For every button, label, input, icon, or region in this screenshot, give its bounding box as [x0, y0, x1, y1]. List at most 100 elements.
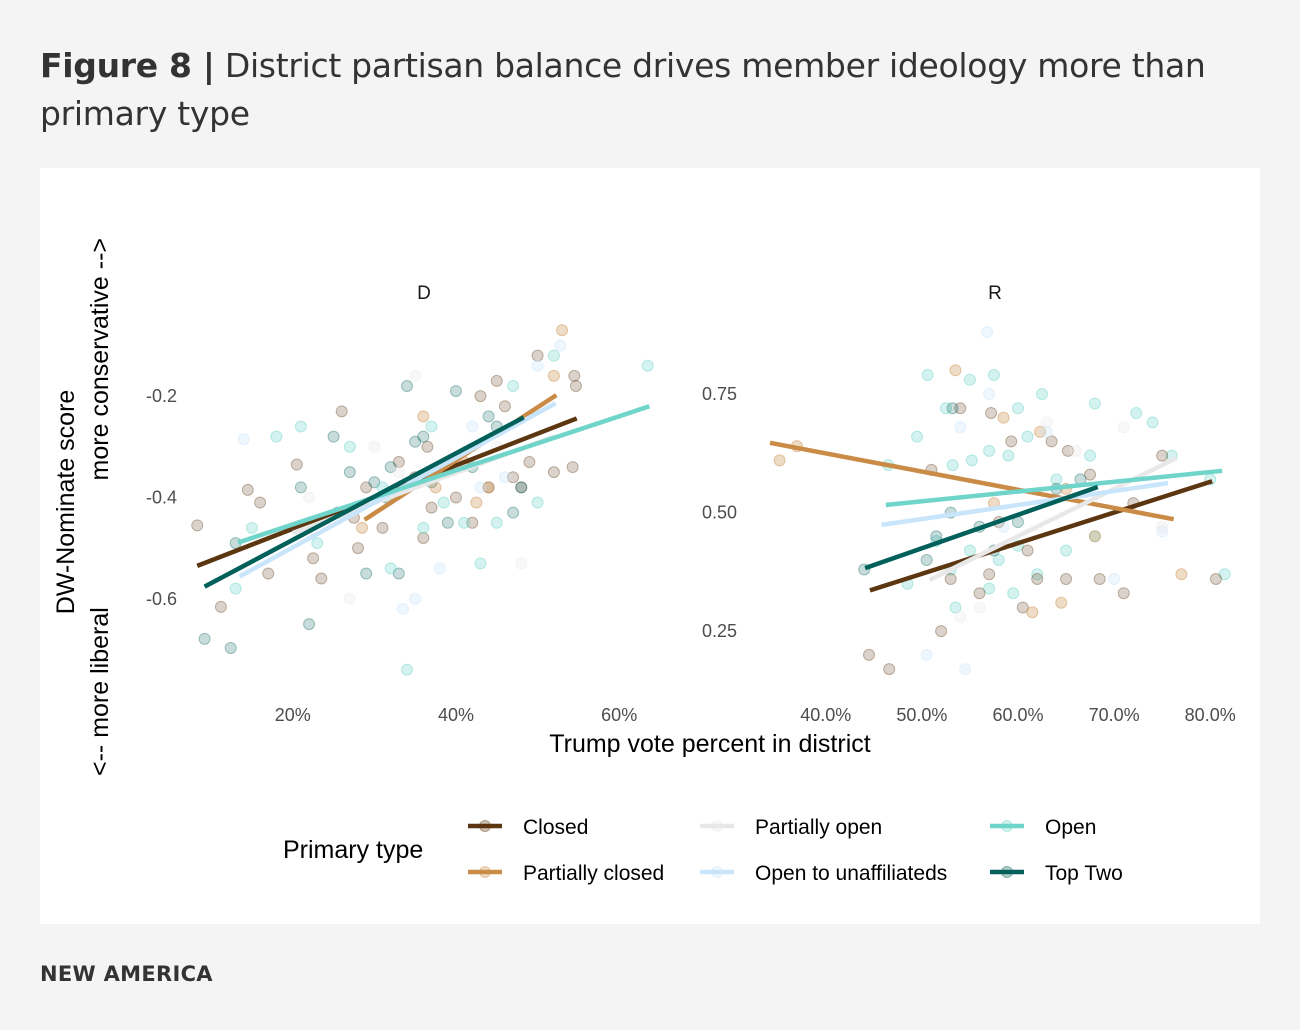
data-point [531, 359, 544, 372]
data-point [1117, 421, 1130, 434]
x-tick-label: 40.0% [800, 705, 851, 725]
data-point [1021, 430, 1034, 443]
data-point [985, 406, 998, 419]
data-point [1036, 387, 1048, 400]
data-point [531, 496, 544, 509]
data-point [641, 359, 654, 372]
data-point [191, 519, 204, 532]
data-point [1016, 601, 1029, 614]
data-point [1002, 449, 1015, 462]
data-point [1011, 402, 1024, 415]
data-point [523, 456, 536, 468]
data-point [368, 440, 381, 453]
data-point [1146, 416, 1159, 429]
figure-title-text: District partisan balance drives member … [40, 46, 1206, 133]
data-point [1005, 435, 1018, 448]
data-point [392, 466, 405, 479]
y-axis-sub-liberal: <-- more liberal [86, 607, 114, 776]
panel-label-r: R [988, 283, 1002, 304]
data-point [368, 476, 381, 489]
legend-key-point [711, 866, 723, 878]
data-point [449, 385, 462, 398]
data-point [392, 456, 405, 468]
data-point [384, 562, 397, 575]
data-point [920, 554, 933, 567]
data-point [547, 466, 560, 479]
x-tick-label: 40% [438, 705, 474, 725]
data-point [983, 387, 996, 400]
data-point [507, 380, 520, 392]
data-point [1218, 568, 1231, 581]
data-point [949, 364, 962, 377]
data-point [229, 582, 242, 595]
data-point [935, 625, 948, 638]
panel-label-d: D [417, 283, 431, 304]
data-point [983, 582, 996, 595]
data-point [270, 430, 283, 443]
trend-line [864, 484, 1099, 571]
data-point [1156, 449, 1169, 462]
data-point [417, 430, 430, 443]
data-point [474, 481, 487, 494]
data-point [449, 491, 462, 504]
legend-item: Top Two [990, 862, 1123, 885]
data-point [343, 440, 356, 453]
data-point [1130, 406, 1143, 419]
legend-label: Partially open [755, 816, 882, 839]
trend-line [869, 479, 1213, 593]
data-point [946, 459, 959, 472]
data-point [1031, 568, 1044, 581]
data-point [433, 562, 446, 575]
data-point [474, 557, 487, 570]
data-point [1175, 568, 1188, 581]
legend-item: Closed [468, 816, 588, 839]
data-point [959, 663, 972, 676]
data-point [987, 368, 1000, 381]
data-point [409, 369, 422, 382]
data-point [474, 390, 487, 403]
data-point [384, 461, 397, 474]
data-point [547, 369, 560, 382]
data-point [498, 471, 511, 484]
data-point [303, 491, 316, 504]
data-point [981, 326, 994, 339]
data-point [421, 440, 434, 453]
data-point [425, 420, 438, 433]
data-point [939, 402, 952, 415]
data-point [458, 516, 471, 529]
y-tick-label: -0.6 [146, 589, 177, 609]
data-point [507, 506, 520, 519]
data-point [1117, 587, 1130, 600]
y-axis-sub-conservative: more conservative --> [86, 238, 114, 480]
data-point [400, 663, 413, 676]
data-point [531, 349, 544, 362]
data-point [1084, 468, 1097, 481]
x-tick-label: 60% [601, 705, 637, 725]
data-point [547, 349, 560, 362]
data-point [343, 592, 356, 605]
data-point [376, 521, 389, 534]
data-point [983, 568, 996, 581]
data-point [963, 544, 976, 557]
data-point [1156, 520, 1169, 533]
x-tick-label: 20% [275, 705, 311, 725]
data-point [466, 420, 479, 433]
data-point [441, 516, 454, 529]
data-point [954, 421, 967, 434]
legend-item: Open to unaffiliateds [700, 862, 947, 885]
data-point [409, 435, 422, 448]
data-point [862, 648, 875, 661]
legend-label: Closed [523, 816, 588, 839]
x-axis-title: Trump vote percent in district [549, 730, 870, 758]
legend-key-point [479, 866, 491, 878]
trend-line [203, 415, 525, 589]
legend-item: Open [990, 816, 1096, 839]
data-point [515, 481, 528, 494]
data-point [568, 369, 581, 382]
data-point [949, 601, 962, 614]
data-point [954, 610, 967, 623]
data-point [997, 411, 1010, 424]
data-point [1088, 530, 1101, 543]
data-point [556, 324, 569, 337]
data-point [1026, 606, 1039, 619]
